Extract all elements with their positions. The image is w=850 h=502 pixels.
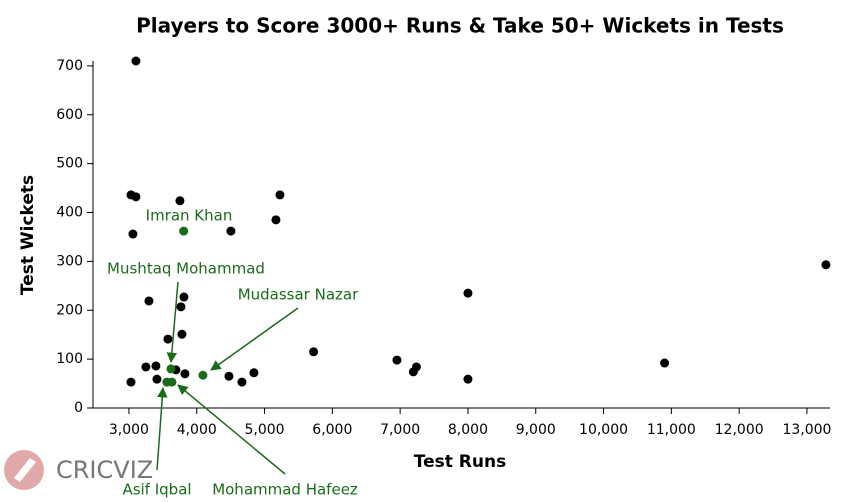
point <box>660 358 670 368</box>
logo-text: CRICVIZ <box>56 456 153 484</box>
y-tick-label: 200 <box>56 302 83 318</box>
x-tick-label: 9,000 <box>516 422 556 438</box>
annotation: Mudassar Nazar <box>238 286 359 304</box>
y-tick-label: 400 <box>56 205 83 221</box>
highlight-point <box>167 377 177 387</box>
point <box>144 296 154 306</box>
point <box>131 56 141 66</box>
point <box>152 374 162 384</box>
x-tick-label: 6,000 <box>312 422 352 438</box>
logo: CRICVIZ <box>4 450 153 490</box>
x-tick-label: 8,000 <box>448 422 488 438</box>
x-tick-label: 3,000 <box>109 422 149 438</box>
x-tick-label: 10,000 <box>579 422 628 438</box>
point <box>249 368 259 378</box>
x-tick-label: 5,000 <box>244 422 284 438</box>
x-tick-label: 11,000 <box>647 422 696 438</box>
point <box>226 226 236 236</box>
point <box>309 347 319 357</box>
highlight-point <box>179 226 189 236</box>
point <box>176 302 186 312</box>
y-tick-label: 600 <box>56 107 83 123</box>
x-tick-label: 12,000 <box>715 422 764 438</box>
point <box>131 192 141 202</box>
y-tick-label: 700 <box>56 58 83 74</box>
annotation: Imran Khan <box>146 207 233 225</box>
highlight-point <box>166 364 176 374</box>
y-tick-label: 300 <box>56 253 83 269</box>
annotation: Mushtaq Mohammad <box>107 260 265 278</box>
point <box>463 288 473 298</box>
annotation-arrow <box>177 384 286 475</box>
point <box>392 355 402 365</box>
highlight-point <box>198 370 208 380</box>
point <box>271 215 281 225</box>
annotation: Mohammad Hafeez <box>212 481 358 499</box>
point <box>126 377 136 387</box>
point <box>408 367 418 377</box>
point <box>179 292 189 302</box>
chart-title: Players to Score 3000+ Runs & Take 50+ W… <box>136 14 784 38</box>
point <box>180 369 190 379</box>
y-tick-label: 500 <box>56 156 83 172</box>
x-axis-title: Test Runs <box>414 452 506 472</box>
point <box>463 374 473 384</box>
annotation-arrow <box>210 307 299 371</box>
annotation: Asif Iqbal <box>122 481 191 499</box>
point <box>821 260 831 270</box>
annotation-arrow <box>156 386 168 471</box>
point <box>175 196 185 206</box>
point <box>151 361 161 371</box>
annotation-arrow <box>166 281 179 364</box>
point <box>128 229 138 239</box>
point <box>141 362 151 372</box>
x-tick-label: 7,000 <box>380 422 420 438</box>
point <box>275 190 285 200</box>
point <box>224 371 234 381</box>
point <box>163 334 173 344</box>
x-tick-label: 4,000 <box>177 422 217 438</box>
x-tick-label: 13,000 <box>782 422 831 438</box>
point <box>237 377 247 387</box>
y-tick-label: 0 <box>74 400 83 416</box>
y-tick-label: 100 <box>56 351 83 367</box>
point <box>177 329 187 339</box>
y-axis-title: Test Wickets <box>18 175 38 295</box>
